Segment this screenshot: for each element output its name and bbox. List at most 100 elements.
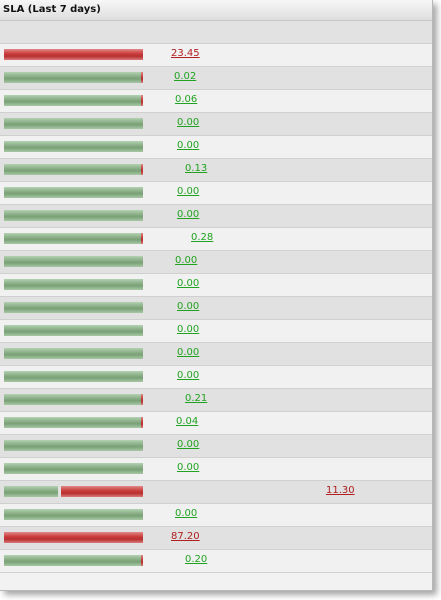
table-row: 0.20 <box>0 550 432 573</box>
sla-value-link[interactable]: 23.45 <box>171 48 200 59</box>
sla-bar <box>4 440 143 451</box>
sla-bar <box>4 49 143 60</box>
table-row: 0.00 <box>0 113 432 136</box>
sla-value-link[interactable]: 0.02 <box>174 71 197 82</box>
uptime-segment <box>4 371 143 382</box>
sla-value-link[interactable]: 0.00 <box>175 508 198 519</box>
downtime-segment <box>141 555 143 566</box>
sla-bar <box>4 72 143 83</box>
sla-bar <box>4 302 143 313</box>
sla-value-link[interactable]: 0.04 <box>176 416 199 427</box>
table-row: 0.04 <box>0 412 432 435</box>
sla-bar <box>4 394 143 405</box>
uptime-segment <box>4 417 141 428</box>
sla-bar <box>4 509 143 520</box>
sla-value-link[interactable]: 0.00 <box>177 117 200 128</box>
sla-bar <box>4 371 143 382</box>
sla-bar <box>4 486 143 497</box>
uptime-segment <box>4 118 143 129</box>
table-row: 0.00 <box>0 343 432 366</box>
table-row: 0.00 <box>0 136 432 159</box>
sla-value-link[interactable]: 0.00 <box>177 439 200 450</box>
downtime-segment <box>141 164 143 175</box>
uptime-segment <box>4 440 143 451</box>
uptime-segment <box>4 141 143 152</box>
table-row: 0.00 <box>0 504 432 527</box>
sla-value-link[interactable]: 0.00 <box>177 347 200 358</box>
table-row: 0.00 <box>0 182 432 205</box>
sla-value-link[interactable]: 0.21 <box>185 393 208 404</box>
sla-value-link[interactable]: 0.28 <box>191 232 214 243</box>
sla-value-link[interactable]: 0.00 <box>177 462 200 473</box>
uptime-segment <box>4 394 141 405</box>
table-row: 0.00 <box>0 458 432 481</box>
uptime-segment <box>4 555 141 566</box>
table-row: 0.28 <box>0 228 432 251</box>
table-row: 23.45 <box>0 44 432 67</box>
sla-bar <box>4 256 143 267</box>
table-row: 0.00 <box>0 205 432 228</box>
sla-panel: SLA (Last 7 days) 23.45 0.02 0.06 0.00 0.00 0… <box>0 0 433 591</box>
sla-value-link[interactable]: 0.00 <box>177 209 200 220</box>
sla-bar <box>4 164 143 175</box>
sla-bar <box>4 187 143 198</box>
uptime-segment <box>4 233 141 244</box>
sla-value-link[interactable]: 0.06 <box>175 94 198 105</box>
sla-bar <box>4 141 143 152</box>
sla-value-link[interactable]: 0.00 <box>177 140 200 151</box>
sla-bar <box>4 118 143 129</box>
sla-bar <box>4 233 143 244</box>
uptime-segment <box>4 187 143 198</box>
downtime-segment <box>141 233 143 244</box>
sla-bar <box>4 95 143 106</box>
sla-bar <box>4 279 143 290</box>
sla-value-link[interactable]: 0.00 <box>177 278 200 289</box>
sla-value-link[interactable]: 0.00 <box>175 255 198 266</box>
downtime-segment <box>141 394 143 405</box>
sla-bar <box>4 532 143 543</box>
sla-value-link[interactable]: 11.30 <box>326 485 355 496</box>
downtime-segment <box>141 95 143 106</box>
sla-bar <box>4 348 143 359</box>
uptime-segment <box>4 348 143 359</box>
table-row: 0.02 <box>0 67 432 90</box>
uptime-segment <box>4 486 58 497</box>
table-row: 0.21 <box>0 389 432 412</box>
table-row: 87.20 <box>0 527 432 550</box>
sla-bar <box>4 210 143 221</box>
uptime-segment <box>4 463 143 474</box>
column-header <box>0 21 432 44</box>
uptime-segment <box>4 279 143 290</box>
sla-rows: 23.45 0.02 0.06 0.00 0.00 0.13 0.00 0.00 0.28 0.0… <box>0 44 432 573</box>
sla-value-link[interactable]: 0.00 <box>177 186 200 197</box>
sla-bar <box>4 463 143 474</box>
uptime-segment <box>4 164 141 175</box>
sla-value-link[interactable]: 0.20 <box>185 554 208 565</box>
sla-value-link[interactable]: 0.00 <box>177 370 200 381</box>
sla-value-link[interactable]: 0.00 <box>177 301 200 312</box>
uptime-segment <box>4 256 143 267</box>
table-row: 0.00 <box>0 435 432 458</box>
uptime-segment <box>4 302 143 313</box>
uptime-segment <box>4 95 141 106</box>
sla-bar <box>4 325 143 336</box>
sla-value-link[interactable]: 0.13 <box>185 163 208 174</box>
sla-bar <box>4 417 143 428</box>
downtime-segment <box>141 417 143 428</box>
table-row: 0.00 <box>0 297 432 320</box>
table-row: 0.00 <box>0 251 432 274</box>
panel-title: SLA (Last 7 days) <box>0 0 432 21</box>
uptime-segment <box>4 210 143 221</box>
table-row: 0.00 <box>0 366 432 389</box>
uptime-segment <box>4 72 141 83</box>
sla-bar <box>4 555 143 566</box>
sla-value-link[interactable]: 87.20 <box>171 531 200 542</box>
uptime-segment <box>4 325 143 336</box>
downtime-segment <box>141 72 143 83</box>
table-row: 0.00 <box>0 274 432 297</box>
downtime-segment <box>4 532 143 543</box>
downtime-segment <box>4 49 143 60</box>
uptime-segment <box>4 509 143 520</box>
sla-value-link[interactable]: 0.00 <box>177 324 200 335</box>
table-row: 0.00 <box>0 320 432 343</box>
